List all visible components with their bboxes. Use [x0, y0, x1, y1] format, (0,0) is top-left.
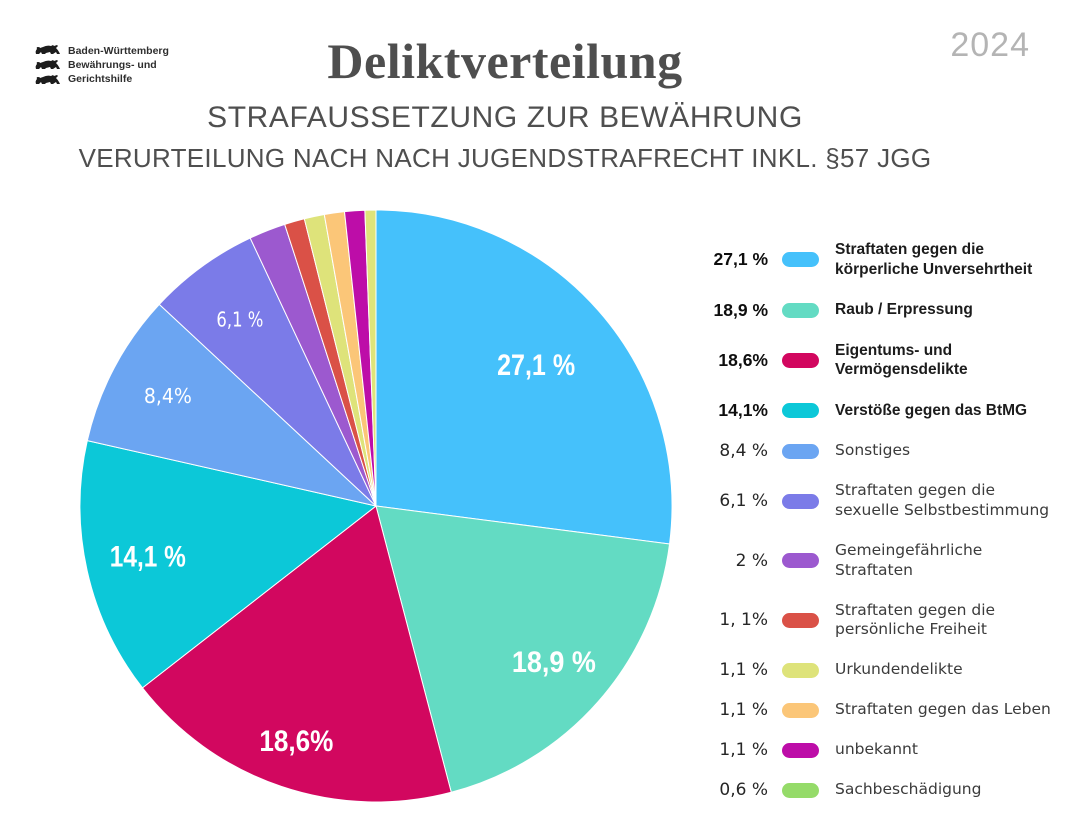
legend-swatch	[782, 742, 819, 758]
legend-label: unbekannt	[835, 740, 918, 759]
pie-slice-1	[375, 505, 671, 793]
legend-swatch	[782, 493, 819, 509]
page-subtitle-1: STRAFAUSSETZUNG ZUR BEWÄHRUNG	[207, 101, 803, 134]
legend-row-2: 18,6% Eigentums- und Vermögensdelikte	[700, 341, 1062, 381]
bw-logo-text: Baden-Württemberg Bewährungs- und Gerich…	[68, 44, 169, 86]
pie-slice-0	[375, 209, 673, 545]
legend-swatch	[782, 403, 819, 419]
logo-line-3: Gerichtshilfe	[68, 73, 133, 85]
pie-chart: 27,1 % 18,9 % 18,6% 14,1 % 8,4% 6,1 %	[79, 209, 673, 805]
pie-slice-label-3: 14,1 %	[110, 540, 186, 573]
legend-swatch	[782, 553, 819, 569]
legend-row-7: 1, 1% Straftaten gegen die persönliche Fr…	[700, 601, 1062, 641]
legend-row-3: 14,1% Verstöße gegen das BtMG	[700, 400, 1062, 421]
legend-swatch	[782, 252, 819, 268]
legend-label: Straftaten gegen die persönliche Freihei…	[835, 600, 996, 639]
pie-slice-3	[79, 440, 377, 689]
legend-percentage: 1,1 %	[719, 660, 768, 681]
legend-row-8: 1,1 % Urkundendelikte	[700, 660, 1062, 680]
legend-swatch	[782, 662, 819, 678]
legend-percentage: 18,9 %	[713, 299, 768, 320]
legend-percentage: 18,6%	[718, 349, 768, 370]
legend-label: Raub / Erpressung	[835, 301, 973, 319]
legend-label: Sachbeschädigung	[835, 780, 982, 799]
legend-swatch	[782, 302, 819, 318]
legend-label: Eigentums- und Vermögensdelikte	[835, 341, 968, 379]
pie-slice-label-0: 27,1 %	[497, 349, 575, 382]
year-label: 2024	[950, 26, 1030, 64]
legend-label: Verstöße gegen das BtMG	[835, 401, 1028, 419]
legend-swatch	[782, 352, 819, 368]
legend-row-5: 6,1 % Straftaten gegen die sexuelle Selbs…	[700, 481, 1062, 521]
legend-swatch	[782, 612, 819, 628]
legend-swatch	[782, 782, 819, 798]
legend-percentage: 1,1 %	[719, 700, 768, 721]
legend-label: Sonstiges	[835, 441, 911, 460]
legend-label: Straftaten gegen die körperliche Unverse…	[835, 241, 1033, 278]
legend-row-6: 2 % Gemeingefährliche Straftaten	[700, 541, 1062, 581]
pie-slice-label-5: 6,1 %	[216, 308, 263, 332]
pie-slice-label-1: 18,9 %	[512, 646, 596, 679]
pie-slice-label-4: 8,4%	[144, 384, 192, 408]
legend-label: Straftaten gegen die sexuelle Selbstbest…	[835, 481, 1050, 520]
legend-row-0: 27,1 % Straftaten gegen die körperliche U…	[700, 240, 1062, 280]
pie-slice-label-2: 18,6%	[259, 725, 333, 758]
legend-label: Urkundendelikte	[835, 660, 963, 679]
legend-percentage: 6,1 %	[719, 491, 768, 512]
legend-row-9: 1,1 % Straftaten gegen das Leben	[700, 700, 1062, 720]
legend-row-1: 18,9 % Raub / Erpressung	[700, 300, 1062, 321]
legend-percentage: 1,1 %	[719, 740, 768, 761]
legend-percentage: 8,4 %	[719, 441, 768, 462]
logo-line-1: Baden-Württemberg	[68, 45, 169, 57]
page-title: Deliktverteilung	[327, 33, 683, 89]
legend-row-4: 8,4 % Sonstiges	[700, 441, 1062, 461]
pie-slice-2	[141, 505, 452, 803]
pie-chart-svg: 27,1 % 18,9 % 18,6% 14,1 % 8,4% 6,1 %	[79, 209, 673, 803]
chart-legend: 27,1 % Straftaten gegen die körperliche U…	[700, 240, 1062, 800]
legend-row-11: 0,6 % Sachbeschädigung	[700, 780, 1062, 800]
legend-percentage: 2 %	[735, 550, 768, 571]
page-subtitle-2: VERURTEILUNG NACH NACH JUGENDSTRAFRECHT …	[78, 143, 932, 173]
logo-line-2: Bewährungs- und	[68, 59, 157, 71]
legend-swatch	[782, 443, 819, 459]
legend-percentage: 14,1%	[718, 400, 768, 421]
bw-logo: Baden-Württemberg Bewährungs- und Gerich…	[35, 44, 169, 88]
legend-percentage: 27,1 %	[713, 249, 768, 270]
legend-percentage: 1, 1%	[719, 610, 768, 631]
legend-label: Straftaten gegen das Leben	[835, 700, 1051, 719]
legend-swatch	[782, 702, 819, 718]
pie-slice-4	[86, 303, 377, 507]
legend-percentage: 0,6 %	[719, 780, 768, 801]
legend-row-10: 1,1 % unbekannt	[700, 740, 1062, 760]
legend-label: Gemeingefährliche Straftaten	[835, 540, 983, 579]
pie-slice-11	[364, 209, 377, 507]
